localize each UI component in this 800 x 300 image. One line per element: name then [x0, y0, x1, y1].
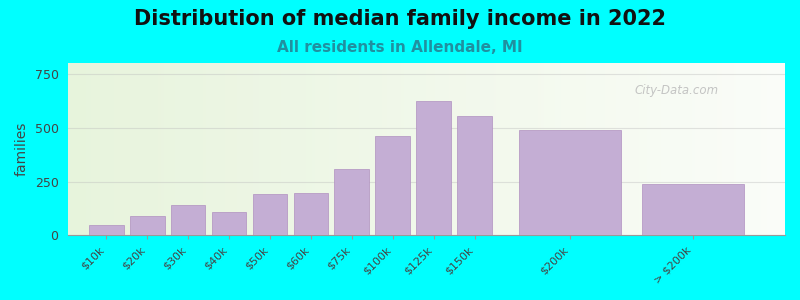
- Bar: [294, 194, 328, 236]
- Bar: [416, 101, 451, 236]
- Bar: [334, 169, 370, 236]
- Bar: [170, 205, 206, 236]
- Bar: [130, 216, 165, 236]
- Bar: [375, 136, 410, 236]
- Bar: [458, 116, 492, 236]
- Bar: [89, 225, 123, 236]
- Bar: [253, 194, 287, 236]
- Y-axis label: families: families: [15, 122, 29, 176]
- Text: City-Data.com: City-Data.com: [634, 84, 718, 97]
- Bar: [518, 130, 621, 236]
- Bar: [212, 212, 246, 236]
- Text: Distribution of median family income in 2022: Distribution of median family income in …: [134, 9, 666, 29]
- Bar: [642, 184, 744, 236]
- Text: All residents in Allendale, MI: All residents in Allendale, MI: [277, 40, 523, 56]
